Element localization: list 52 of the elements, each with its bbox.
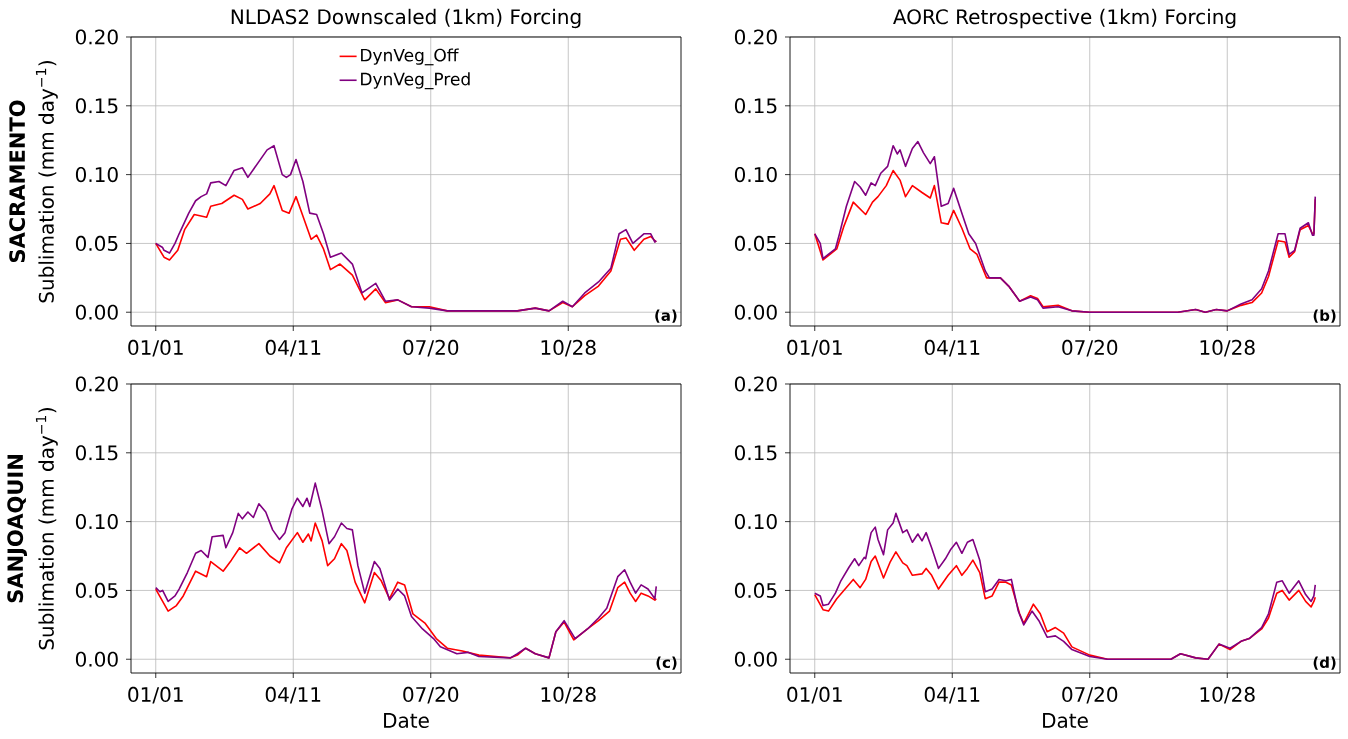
x-tick-label: 10/28 [1200,339,1255,357]
x-tick-label: 01/01 [128,686,183,704]
y-tick-label: 0.00 [75,651,118,667]
x-tick-label: 04/11 [924,686,980,704]
x-axis-title: Date [1043,713,1088,728]
x-tick-label: 10/28 [541,339,596,357]
y-tick-label: 0.00 [734,304,777,320]
y-tick-label: 0.10 [734,167,777,183]
x-tick-label: 01/01 [787,339,842,357]
annotation: (a) [655,309,677,323]
annotation: (c) [656,656,677,670]
text: SACRAMENTO [9,100,26,263]
chart-title: AORC Retrospective (1km) Forcing [893,8,1236,29]
annotation: (d) [1313,656,1336,670]
chart-title: NLDAS2 Downscaled (1km) Forcing [231,8,581,29]
annotation: (b) [1313,309,1336,323]
y-tick-label: 0.15 [75,445,118,461]
y-tick-label: 0.10 [734,514,777,530]
text: SANJOAQUIN [7,455,28,603]
y-tick-label: 0.00 [75,304,118,320]
y-tick-label: 0.20 [75,29,118,45]
x-tick-label: 04/11 [265,686,321,704]
y-tick-label: 0.10 [75,514,118,530]
legend-label: DynVeg_Off [361,48,459,66]
y-axis-title: Sublimation (mm day$^{−1}$) [35,408,58,650]
y-tick-label: 0.05 [734,582,777,598]
x-tick-label: 10/28 [1200,686,1255,704]
line-series [154,522,658,659]
y-tick-label: 0.20 [734,29,777,45]
y-tick-label: 0.05 [75,582,118,598]
y-axis-title: Sublimation (mm day$^{−1}$) [35,61,58,303]
x-tick-label: 07/20 [403,339,459,357]
y-tick-label: 0.15 [75,98,118,114]
y-tick-label: 0.05 [734,235,777,251]
y-tick-label: 0.15 [734,98,777,114]
legend-label: DynVeg_Pred [361,72,470,90]
x-axis-title: Date [384,713,429,728]
x-tick-label: 07/20 [1062,686,1118,704]
x-tick-label: 04/11 [924,339,980,357]
x-tick-label: 01/01 [787,686,842,704]
y-tick-label: 0.20 [75,376,118,392]
x-tick-label: 07/20 [403,686,459,704]
x-tick-label: 04/11 [265,339,321,357]
x-tick-label: 01/01 [128,339,183,357]
y-tick-label: 0.20 [734,376,777,392]
y-tick-label: 0.15 [734,445,777,461]
y-tick-label: 0.10 [75,167,118,183]
y-tick-label: 0.00 [734,651,777,667]
y-tick-label: 0.05 [75,235,118,251]
x-tick-label: 10/28 [541,686,596,704]
line-series [154,482,658,659]
x-tick-label: 07/20 [1062,339,1118,357]
